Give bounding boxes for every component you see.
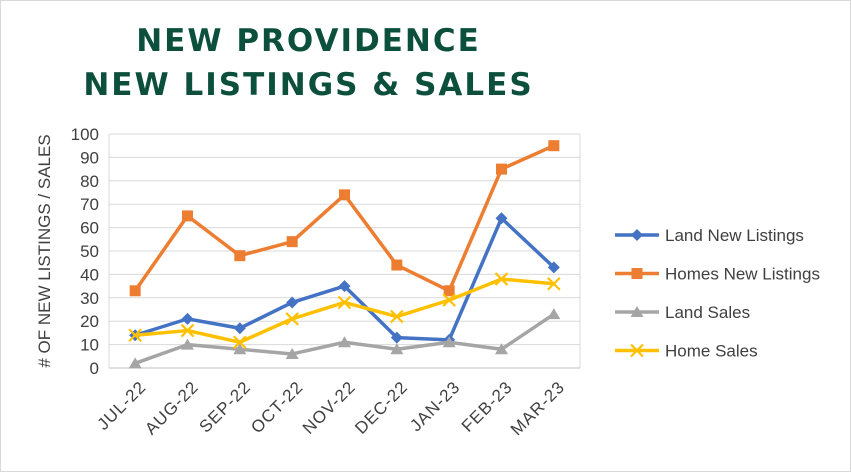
- y-tick-label: 30: [80, 289, 99, 308]
- series-home-sales: [128, 272, 561, 350]
- data-point: [233, 322, 246, 335]
- data-point: [391, 259, 403, 271]
- data-point: [128, 328, 142, 343]
- x-tick-label: NOV-22: [299, 377, 359, 437]
- y-tick-label: 100: [71, 125, 99, 144]
- data-point: [548, 140, 560, 152]
- y-tick-label: 60: [80, 219, 99, 238]
- data-point: [129, 285, 141, 297]
- x-tick-label: JAN-23: [406, 377, 464, 435]
- data-point: [630, 306, 644, 317]
- data-point: [285, 347, 299, 359]
- data-point: [338, 280, 351, 293]
- legend-label: Homes New Listings: [665, 265, 820, 284]
- data-point: [181, 338, 194, 350]
- data-point: [338, 336, 351, 348]
- data-point: [390, 331, 403, 344]
- y-tick-label: 40: [80, 265, 99, 284]
- data-point: [547, 276, 561, 291]
- data-point: [339, 189, 350, 201]
- series-land-new-listings: [129, 212, 560, 346]
- y-tick-label: 0: [90, 359, 99, 378]
- data-point: [390, 343, 404, 355]
- data-point: [495, 343, 508, 355]
- legend-entry: Land Sales: [615, 303, 750, 322]
- legend-entry: Land New Listings: [615, 226, 804, 245]
- data-point: [442, 336, 456, 348]
- y-tick-label: 50: [80, 242, 99, 261]
- data-point: [234, 250, 246, 262]
- x-tick-label: DEC-22: [351, 377, 411, 437]
- data-point: [494, 272, 509, 286]
- x-tick-label: OCT-22: [247, 377, 307, 437]
- data-point: [631, 268, 643, 279]
- y-tick-label: 80: [80, 172, 99, 191]
- data-point: [233, 335, 247, 350]
- data-point: [442, 293, 456, 307]
- chart-title-line-2: NEW LISTINGS & SALES: [83, 67, 534, 103]
- legend-label: Land New Listings: [665, 226, 804, 245]
- data-point: [337, 295, 352, 310]
- x-tick-label: AUG-22: [141, 377, 202, 438]
- series-land-sales: [128, 308, 561, 369]
- data-point: [180, 323, 195, 338]
- y-tick-label: 10: [80, 336, 99, 355]
- y-tick-label: 70: [80, 195, 99, 214]
- data-point: [181, 312, 194, 325]
- data-point: [233, 343, 247, 355]
- legend-entry: Home Sales: [615, 342, 758, 361]
- data-point: [285, 312, 299, 326]
- series-homes-new-listings: [129, 140, 560, 297]
- y-tick-label: 20: [80, 312, 99, 331]
- x-tick-label: MAR-23: [507, 377, 569, 439]
- data-point: [631, 229, 643, 241]
- x-tick-label: SEP-22: [196, 377, 255, 436]
- data-point: [547, 261, 560, 274]
- data-point: [630, 343, 644, 358]
- data-point: [286, 296, 299, 309]
- chart-title-line-1: NEW PROVIDENCE: [136, 23, 481, 59]
- series-line: [133, 143, 556, 293]
- data-point: [128, 357, 142, 369]
- data-point: [547, 308, 561, 320]
- legend-label: Home Sales: [665, 342, 758, 361]
- legend-entry: Homes New Listings: [615, 265, 820, 284]
- data-point: [496, 163, 507, 175]
- data-point: [182, 210, 193, 222]
- data-point: [443, 285, 455, 297]
- legend-label: Land Sales: [665, 303, 750, 322]
- data-point: [495, 212, 508, 225]
- y-axis-label: # OF NEW LISTINGS / SALES: [35, 134, 54, 367]
- data-point: [390, 309, 404, 324]
- y-tick-label: 90: [80, 148, 99, 167]
- data-point: [286, 236, 298, 248]
